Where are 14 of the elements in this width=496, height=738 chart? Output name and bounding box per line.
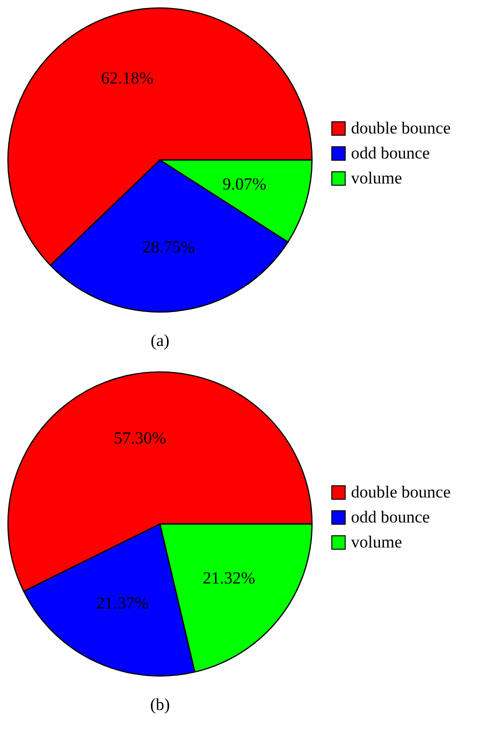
legend-label: volume (351, 168, 402, 188)
data-label: 57.30% (114, 428, 166, 448)
data-label: 28.75% (142, 238, 195, 257)
legend-label: double bounce (351, 482, 451, 502)
data-label: 21.32% (202, 568, 256, 588)
data-label: 9.07% (222, 174, 266, 194)
legend-label: volume (351, 532, 402, 552)
text: (a) (150, 331, 170, 350)
data-label: 62.18% (100, 68, 154, 88)
legend-label: odd bounce (351, 144, 430, 162)
legend-label: odd bounce (351, 508, 430, 526)
data-label: 21.37% (96, 594, 149, 613)
text: (b) (150, 695, 170, 714)
legend-label: double bounce (351, 118, 451, 138)
